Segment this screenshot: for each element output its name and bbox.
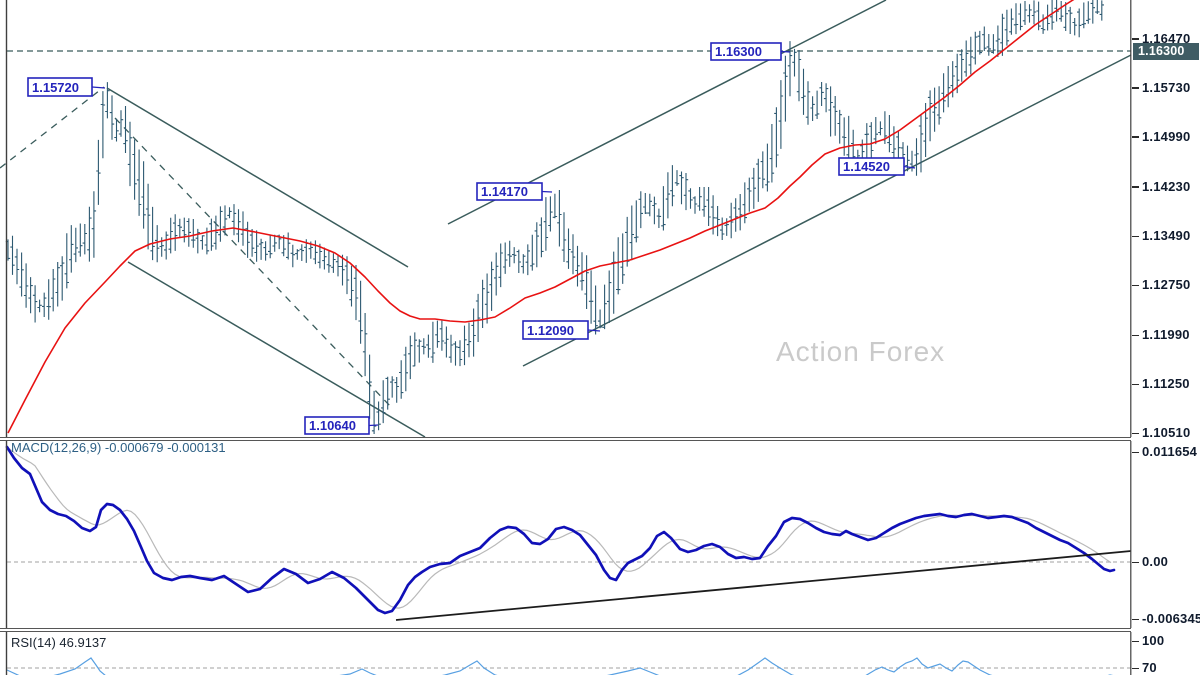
price-flag-pointer xyxy=(541,190,553,193)
chart-canvas[interactable]: 1.15720 1.16300 1.14170 1.12090 1.10640 1.145… xyxy=(0,0,1132,675)
axis-tick-label: 1.13490 xyxy=(1142,228,1191,243)
axis-tick-mark xyxy=(1132,618,1139,620)
axis-tick-label: 70 xyxy=(1142,660,1157,675)
axis-tick-label: 1.10510 xyxy=(1142,425,1191,441)
axis-tick-label: 0.00 xyxy=(1142,554,1169,569)
price-flag-pointer xyxy=(91,86,106,89)
axis-tick-label: 100 xyxy=(1142,633,1165,648)
axis-tick-mark xyxy=(1132,432,1139,435)
price-flag-label: 1.10640 xyxy=(309,418,356,433)
price-flag-box xyxy=(522,320,589,340)
channel-trendline xyxy=(522,54,1132,367)
price-flag-pointer xyxy=(368,424,379,427)
macd-line xyxy=(5,445,1116,615)
axis-tick-label: 1.12750 xyxy=(1142,277,1191,292)
axis-tick-mark xyxy=(1132,383,1139,386)
axis-tick-label: 1.16470 xyxy=(1142,30,1191,46)
axis-tick-label: 1.11990 xyxy=(1142,327,1190,343)
price-flag-label: 1.15720 xyxy=(32,80,79,95)
axis-tick-mark xyxy=(1132,284,1139,286)
price-flag-pointer xyxy=(903,165,916,169)
axis-tick-mark xyxy=(1132,640,1139,642)
axis-tick-mark xyxy=(1132,451,1139,453)
axis-tick-label: 1.14990 xyxy=(1142,128,1191,144)
price-flag-box xyxy=(838,157,905,176)
axis-tick-mark xyxy=(1132,334,1139,337)
price-axis[interactable]: 1.16300 1.16470 1.15730 1.14990 1.14230 1.13… xyxy=(1132,0,1200,675)
price-flag-label: 1.14520 xyxy=(843,159,890,174)
macd-indicator-label: MACD(12,26,9) -0.000679 -0.000131 xyxy=(11,440,226,455)
price-bars xyxy=(5,0,1104,434)
price-flag-box xyxy=(27,77,93,97)
dashed-trendline xyxy=(114,117,393,409)
current-price-tag: 1.16300 xyxy=(1133,43,1199,60)
moving-average-line xyxy=(7,0,1075,434)
axis-tick-mark xyxy=(1132,235,1139,237)
axis-tick-mark xyxy=(1132,87,1139,89)
axis-tick-mark xyxy=(1132,186,1139,188)
price-flag-box xyxy=(304,416,370,435)
watermark: Action Forex xyxy=(776,336,946,367)
rsi-line xyxy=(6,657,1114,675)
panel-separator-rsi[interactable] xyxy=(0,628,1131,632)
axis-tick-label: 1.11250 xyxy=(1142,376,1190,392)
axis-tick-mark xyxy=(1132,136,1139,138)
axis-tick-mark xyxy=(1132,561,1139,563)
price-flag-pointer xyxy=(780,50,791,53)
panel-separator-macd[interactable] xyxy=(0,437,1131,441)
price-flag-box xyxy=(710,42,782,61)
price-flag-label: 1.12090 xyxy=(527,323,574,338)
axis-tick-mark xyxy=(1132,38,1139,40)
axis-tick-mark xyxy=(1132,667,1139,669)
axis-tick-label: 0.011654 xyxy=(1142,444,1198,459)
price-flag-box xyxy=(476,182,543,201)
rsi-indicator-label: RSI(14) 46.9137 xyxy=(11,635,107,650)
axis-tick-label: -0.006345 xyxy=(1142,611,1200,626)
macd-trendline xyxy=(395,550,1132,621)
price-flag-pointer xyxy=(587,329,601,332)
axis-tick-label: 1.14230 xyxy=(1142,178,1191,194)
channel-trendline xyxy=(106,87,409,268)
dashed-trendline xyxy=(0,86,105,169)
macd-signal-line xyxy=(6,446,1112,609)
price-flag-label: 1.16300 xyxy=(715,44,762,59)
channel-trendline xyxy=(127,261,426,438)
price-flag-label: 1.14170 xyxy=(481,184,528,199)
axis-tick-label: 1.15730 xyxy=(1142,79,1191,95)
